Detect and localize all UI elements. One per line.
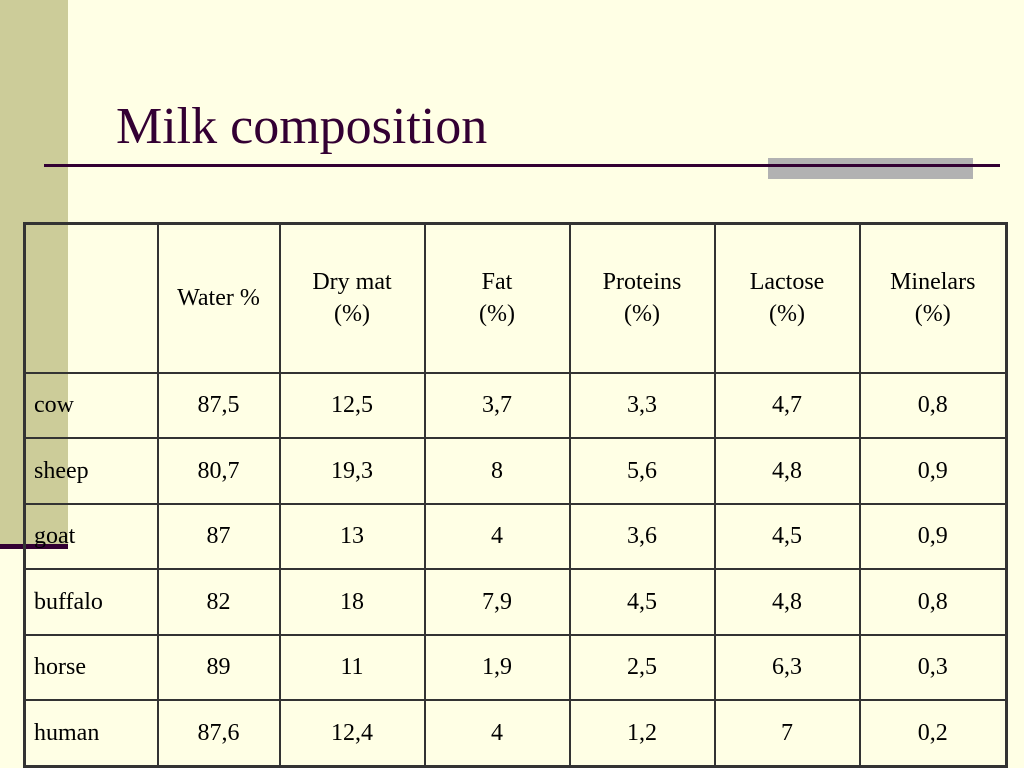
table-row-human: human 87,6 12,4 4 1,2 7 0,2: [23, 699, 1008, 768]
row-label-horse: horse: [23, 633, 159, 702]
cell-horse-dry-mat: 11: [278, 633, 426, 702]
cell-sheep-lactose: 4,8: [713, 437, 861, 505]
cell-human-fat: 4: [423, 699, 571, 768]
cell-buffalo-fat: 7,9: [423, 568, 571, 636]
cell-horse-lactose: 6,3: [713, 633, 861, 702]
title-accent-bar: [768, 158, 973, 179]
header-corner-cell: [23, 222, 159, 374]
cell-goat-lactose: 4,5: [713, 502, 861, 571]
header-lactose-unit: (%): [769, 300, 805, 327]
header-cell-water: Water %: [156, 222, 281, 374]
table-row-goat: goat 87 13 4 3,6 4,5 0,9: [23, 502, 1008, 571]
cell-sheep-proteins: 5,6: [568, 437, 716, 505]
cell-horse-proteins: 2,5: [568, 633, 716, 702]
cell-cow-water: 87,5: [156, 371, 281, 440]
cell-cow-proteins: 3,3: [568, 371, 716, 440]
header-lactose-label: Lactose: [749, 269, 825, 296]
cell-cow-fat: 3,7: [423, 371, 571, 440]
table-row-cow: cow 87,5 12,5 3,7 3,3 4,7 0,8: [23, 371, 1008, 440]
table-header-row: Water % Dry mat (%) Fat (%) Proteins (%)…: [23, 222, 1008, 374]
header-dry-mat-label: Dry mat: [312, 269, 392, 296]
cell-sheep-fat: 8: [423, 437, 571, 505]
cell-sheep-minelars: 0,9: [858, 437, 1008, 505]
cell-sheep-dry-mat: 19,3: [278, 437, 426, 505]
slide-title: Milk composition: [116, 98, 488, 155]
cell-goat-proteins: 3,6: [568, 502, 716, 571]
cell-human-minelars: 0,2: [858, 699, 1008, 768]
row-label-sheep: sheep: [23, 437, 159, 505]
cell-human-lactose: 7: [713, 699, 861, 768]
cell-cow-minelars: 0,8: [858, 371, 1008, 440]
cell-buffalo-minelars: 0,8: [858, 568, 1008, 636]
cell-human-proteins: 1,2: [568, 699, 716, 768]
cell-buffalo-lactose: 4,8: [713, 568, 861, 636]
cell-cow-lactose: 4,7: [713, 371, 861, 440]
cell-goat-dry-mat: 13: [278, 502, 426, 571]
table-row-sheep: sheep 80,7 19,3 8 5,6 4,8 0,9: [23, 437, 1008, 505]
header-cell-dry-mat: Dry mat (%): [278, 222, 426, 374]
cell-goat-water: 87: [156, 502, 281, 571]
cell-human-water: 87,6: [156, 699, 281, 768]
cell-human-dry-mat: 12,4: [278, 699, 426, 768]
header-minelars-label: Minelars: [890, 269, 976, 296]
header-proteins-unit: (%): [624, 300, 660, 327]
header-cell-minelars: Minelars (%): [858, 222, 1008, 374]
milk-composition-table: Water % Dry mat (%) Fat (%) Proteins (%)…: [23, 222, 1008, 768]
cell-buffalo-water: 82: [156, 568, 281, 636]
row-label-buffalo: buffalo: [23, 568, 159, 636]
cell-sheep-water: 80,7: [156, 437, 281, 505]
cell-cow-dry-mat: 12,5: [278, 371, 426, 440]
row-label-cow: cow: [23, 371, 159, 440]
cell-horse-minelars: 0,3: [858, 633, 1008, 702]
table-row-buffalo: buffalo 82 18 7,9 4,5 4,8 0,8: [23, 568, 1008, 636]
row-label-human: human: [23, 699, 159, 768]
header-cell-proteins: Proteins (%): [568, 222, 716, 374]
row-label-goat: goat: [23, 502, 159, 571]
cell-buffalo-proteins: 4,5: [568, 568, 716, 636]
cell-horse-water: 89: [156, 633, 281, 702]
cell-goat-minelars: 0,9: [858, 502, 1008, 571]
header-fat-unit: (%): [479, 300, 515, 327]
cell-horse-fat: 1,9: [423, 633, 571, 702]
header-proteins-label: Proteins: [602, 269, 682, 296]
header-cell-lactose: Lactose (%): [713, 222, 861, 374]
header-fat-label: Fat: [481, 269, 513, 296]
header-minelars-unit: (%): [914, 300, 951, 327]
cell-goat-fat: 4: [423, 502, 571, 571]
header-water-label: Water %: [177, 284, 260, 311]
title-underline-rule: [44, 164, 1000, 167]
table-row-horse: horse 89 11 1,9 2,5 6,3 0,3: [23, 633, 1008, 702]
header-cell-fat: Fat (%): [423, 222, 571, 374]
cell-buffalo-dry-mat: 18: [278, 568, 426, 636]
header-dry-mat-unit: (%): [334, 300, 370, 327]
